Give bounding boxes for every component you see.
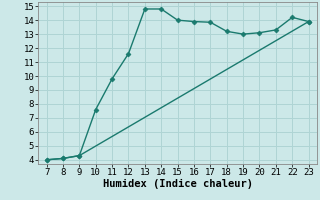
X-axis label: Humidex (Indice chaleur): Humidex (Indice chaleur) [103, 179, 252, 189]
